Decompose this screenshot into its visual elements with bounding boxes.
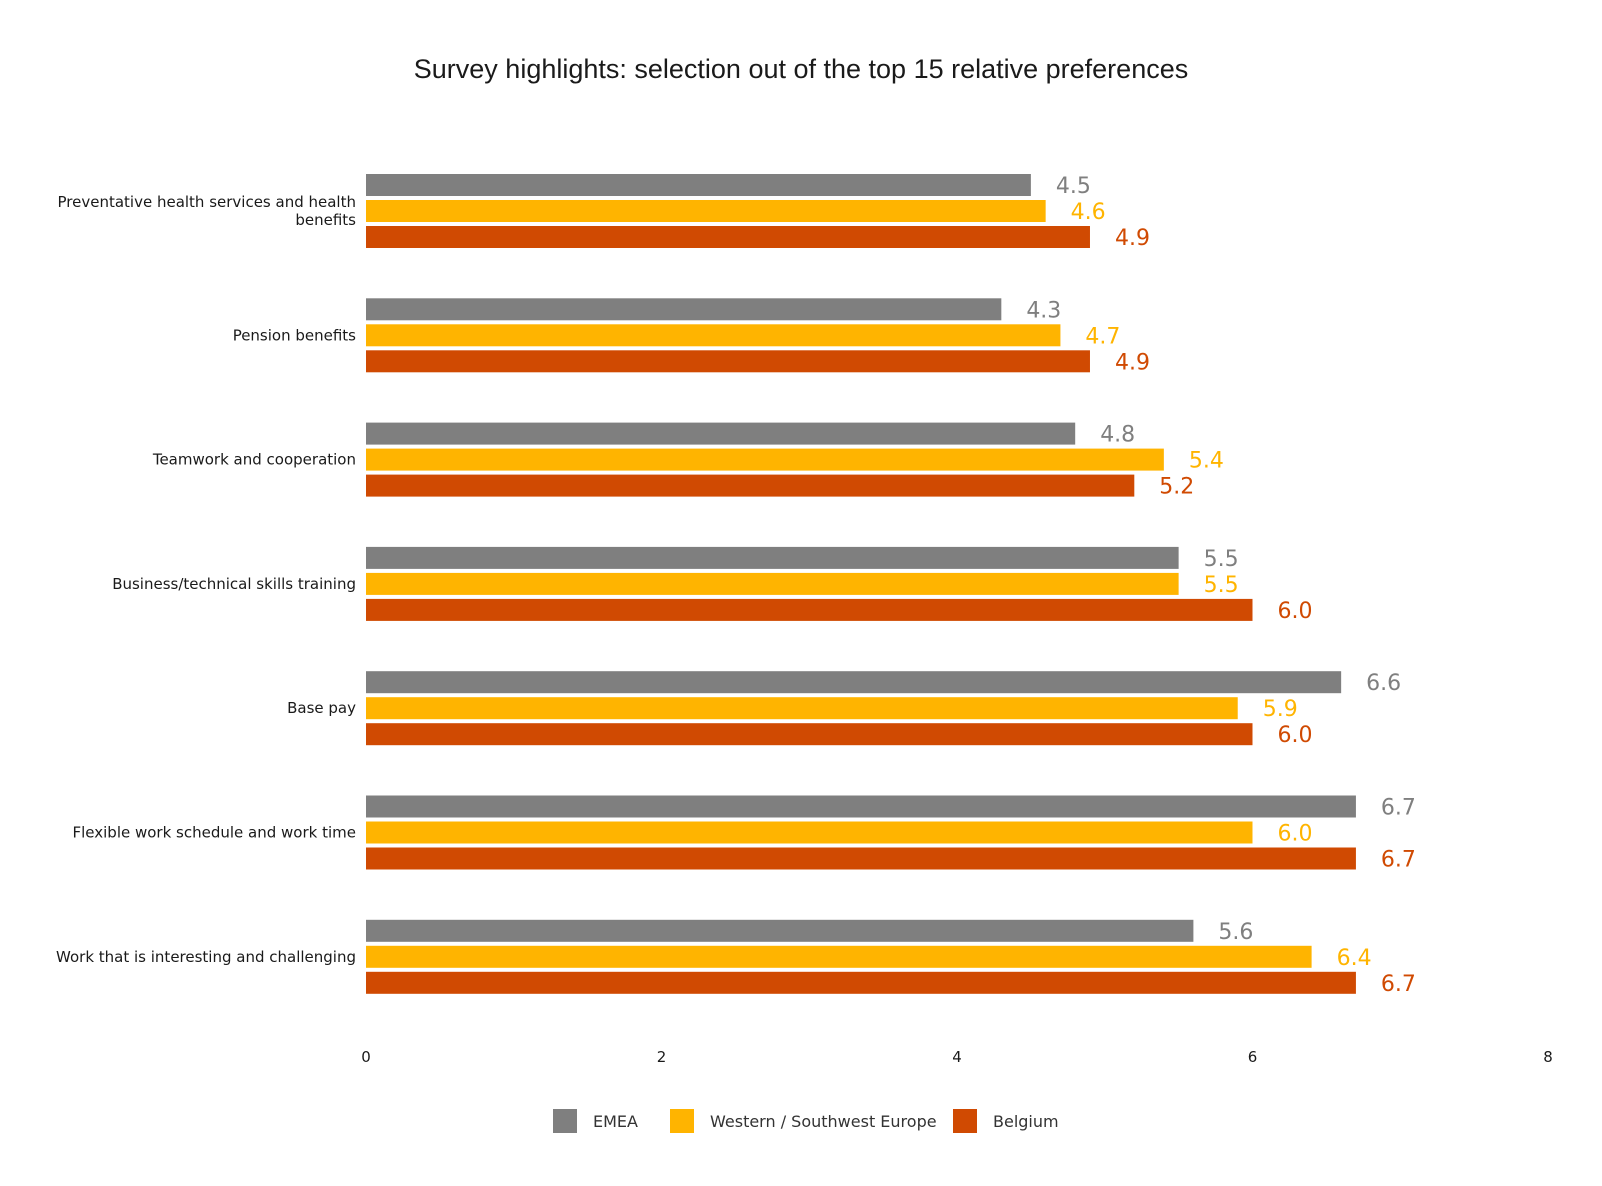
- x-tick-label: 8: [1543, 1048, 1553, 1066]
- bar: [366, 324, 1061, 347]
- data-label: 5.6: [1218, 920, 1253, 945]
- bar: [366, 971, 1356, 994]
- bar: [366, 723, 1253, 746]
- bar: [366, 226, 1090, 248]
- data-label: 6.6: [1366, 671, 1401, 696]
- category-label: Preventative health services and health b…: [58, 193, 357, 229]
- bar: [366, 422, 1076, 445]
- bar: [366, 572, 1179, 595]
- x-tick-label: 0: [361, 1048, 371, 1066]
- bar: [366, 200, 1046, 222]
- bar: [366, 945, 1312, 968]
- bars-layer: 4.54.64.94.34.74.94.85.45.25.55.56.06.65…: [366, 174, 1416, 997]
- bar: [366, 298, 1002, 321]
- category-label: Teamwork and cooperation: [152, 451, 356, 469]
- bar: [366, 174, 1031, 196]
- category-label: Business/technical skills training: [112, 575, 356, 593]
- bar: [366, 821, 1253, 844]
- bar: [366, 671, 1342, 694]
- legend-swatch: [670, 1109, 694, 1133]
- bar: [366, 546, 1179, 569]
- bar: [366, 474, 1135, 497]
- category-label: Flexible work schedule and work time: [73, 824, 357, 842]
- data-label: 6.7: [1381, 972, 1416, 997]
- chart-title: Survey highlights: selection out of the …: [413, 54, 1189, 84]
- x-tick-label: 6: [1248, 1048, 1258, 1066]
- data-label: 4.5: [1056, 174, 1091, 199]
- bar: [366, 847, 1356, 870]
- bar: [366, 697, 1238, 720]
- bar: [366, 919, 1194, 942]
- x-axis-ticks: 0 2 4 6 8: [361, 1048, 1553, 1066]
- legend-swatch: [953, 1109, 977, 1133]
- data-label: 6.0: [1278, 599, 1313, 624]
- data-label: 6.7: [1381, 848, 1416, 873]
- data-label: 6.7: [1381, 796, 1416, 821]
- legend: EMEA Western / Southwest Europe Belgium: [553, 1109, 1059, 1133]
- bar: [366, 598, 1253, 621]
- x-tick-label: 2: [657, 1048, 667, 1066]
- data-label: 5.5: [1204, 547, 1239, 572]
- data-label: 6.0: [1278, 723, 1313, 748]
- legend-swatch: [553, 1109, 577, 1133]
- legend-label: Western / Southwest Europe: [710, 1112, 937, 1131]
- bar: [366, 350, 1090, 373]
- category-label: Base pay: [287, 699, 356, 717]
- data-label: 5.9: [1263, 697, 1298, 722]
- data-label: 5.5: [1204, 573, 1239, 598]
- data-label: 4.9: [1115, 226, 1150, 251]
- bar: [366, 448, 1164, 471]
- data-label: 4.7: [1085, 324, 1120, 349]
- data-label: 4.3: [1026, 298, 1061, 323]
- legend-label: Belgium: [993, 1112, 1059, 1131]
- category-label: Work that is interesting and challenging: [56, 948, 356, 966]
- data-label: 6.0: [1278, 822, 1313, 847]
- data-label: 5.4: [1189, 449, 1224, 474]
- data-label: 5.2: [1159, 475, 1194, 500]
- x-tick-label: 4: [952, 1048, 962, 1066]
- data-label: 4.8: [1100, 423, 1135, 448]
- data-label: 4.9: [1115, 350, 1150, 375]
- category-label: Pension benefits: [233, 326, 356, 344]
- data-label: 6.4: [1337, 946, 1372, 971]
- category-labels: Preventative health services and health b…: [56, 193, 356, 966]
- bar: [366, 795, 1356, 818]
- legend-label: EMEA: [593, 1112, 638, 1131]
- data-label: 4.6: [1071, 200, 1106, 225]
